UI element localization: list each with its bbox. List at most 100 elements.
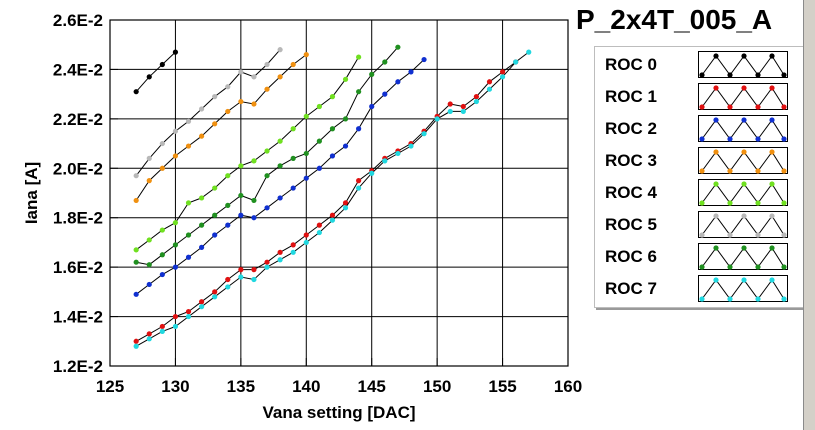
data-point (342, 200, 349, 206)
data-point (329, 212, 336, 218)
data-point (264, 61, 270, 68)
data-point (159, 227, 165, 233)
data-point (133, 259, 139, 265)
data-point (369, 71, 375, 77)
legend-label: ROC 7 (605, 279, 657, 298)
data-point (212, 294, 218, 300)
axis-ticks: 125 130 135 140 145 150 155 160 1.2E-2 1.4E-2 1.6E… (53, 11, 582, 396)
data-point (238, 163, 244, 169)
data-point (382, 91, 388, 97)
data-point (146, 262, 152, 268)
data-point (146, 155, 152, 161)
data-point (212, 94, 218, 100)
data-point (408, 69, 414, 75)
legend-item: ROC 5 (595, 209, 803, 241)
data-point (264, 259, 270, 265)
legend-item: ROC 7 (595, 273, 803, 305)
data-point (185, 200, 192, 206)
data-point (238, 192, 244, 199)
data-point (185, 232, 192, 238)
data-point (199, 106, 205, 112)
data-point (225, 284, 231, 290)
series-5 (133, 47, 283, 179)
data-point (499, 74, 506, 80)
data-point (264, 148, 270, 154)
data-point (172, 264, 179, 270)
data-point (146, 331, 152, 337)
legend-label: ROC 5 (605, 215, 657, 234)
data-point (199, 222, 205, 228)
series-0 (133, 49, 179, 95)
legend-label: ROC 6 (605, 247, 657, 266)
x-tick-label: 150 (423, 377, 451, 396)
grid (110, 20, 568, 366)
series-line (135, 51, 176, 93)
data-point (251, 215, 257, 221)
data-point (225, 276, 231, 283)
data-point (172, 313, 179, 320)
data-point (290, 61, 296, 68)
x-tick-label: 160 (554, 377, 582, 396)
data-point (172, 323, 179, 330)
data-point (238, 98, 244, 105)
legend-swatch (698, 179, 788, 206)
data-point (316, 138, 322, 144)
x-tick-label: 155 (488, 377, 516, 396)
data-point (447, 101, 453, 107)
data-point (133, 89, 139, 95)
legend-item: ROC 4 (595, 177, 803, 209)
data-point (199, 195, 205, 201)
legend-swatch (698, 211, 788, 238)
legend-label: ROC 1 (605, 87, 657, 106)
data-point (185, 309, 192, 315)
y-tick-label: 2.2E-2 (53, 110, 103, 129)
series-4 (133, 54, 362, 253)
data-point (133, 247, 139, 253)
x-tick-label: 125 (96, 377, 124, 396)
data-point (421, 131, 427, 137)
legend-item: ROC 1 (595, 81, 803, 113)
data-point (146, 74, 152, 80)
data-point (460, 103, 466, 110)
series-1 (133, 59, 519, 344)
data-point (251, 276, 257, 283)
data-point (303, 150, 309, 157)
series-7 (133, 49, 532, 349)
data-point (159, 323, 165, 330)
data-point (133, 338, 139, 344)
x-tick-label: 135 (227, 377, 255, 396)
series-3 (133, 52, 309, 204)
data-point (277, 195, 283, 201)
data-point (225, 84, 231, 90)
data-point (316, 229, 322, 236)
plot-frame (109, 19, 569, 367)
series-line (135, 49, 281, 177)
data-point (316, 165, 322, 171)
data-point (356, 185, 362, 191)
data-point (329, 94, 336, 100)
data-point (146, 237, 152, 243)
legend-swatch (698, 147, 788, 174)
data-point (303, 175, 309, 181)
data-point (382, 158, 388, 164)
data-point (238, 69, 244, 75)
data-point (290, 185, 296, 191)
data-point (212, 185, 218, 191)
legend-label: ROC 3 (605, 151, 657, 170)
data-point (277, 249, 283, 255)
data-point (199, 299, 205, 305)
legend-swatch (698, 115, 788, 142)
y-tick-label: 1.6E-2 (53, 258, 103, 277)
data-point (172, 220, 179, 226)
data-point (212, 212, 218, 218)
y-tick-label: 1.2E-2 (53, 357, 103, 376)
data-point (199, 304, 205, 310)
data-point (133, 291, 139, 297)
data-point (395, 150, 401, 157)
data-point (264, 86, 270, 92)
data-point (251, 101, 257, 107)
data-point (382, 59, 388, 65)
data-point (238, 267, 244, 273)
data-point (303, 113, 309, 119)
data-point (264, 205, 270, 211)
